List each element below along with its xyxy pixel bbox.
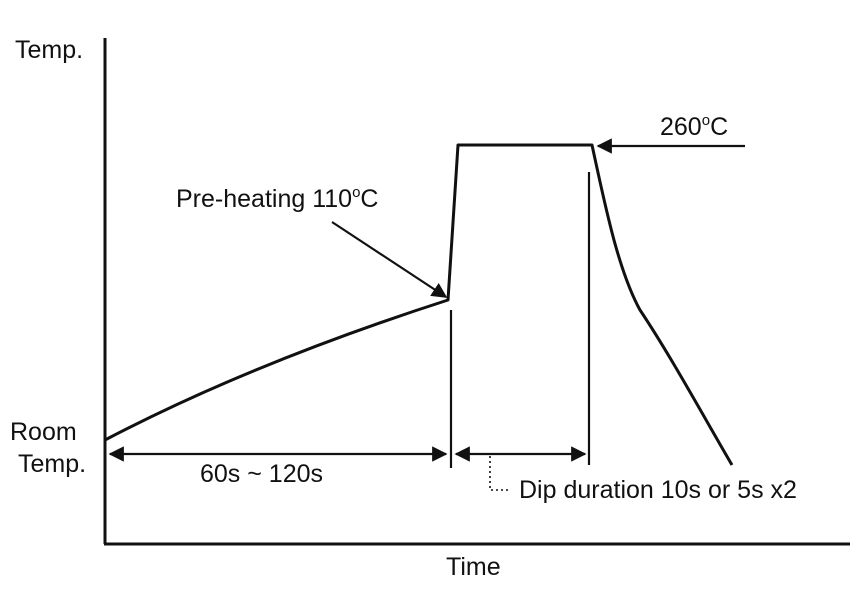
preheat-duration-label: 60s ~ 120s xyxy=(200,460,323,488)
room-temp-label-line1: Room xyxy=(10,418,77,446)
dip-duration-leader xyxy=(489,456,510,491)
peak-temp-label: 260oC xyxy=(660,112,728,141)
x-axis-label: Time xyxy=(446,553,501,581)
y-axis-label: Temp. xyxy=(15,36,83,64)
temperature-profile-curve xyxy=(104,143,734,466)
preheat-pointer-arrow xyxy=(331,221,448,298)
preheat-label: Pre-heating 110oC xyxy=(176,184,378,213)
dip-duration-label: Dip duration 10s or 5s x2 xyxy=(519,476,797,504)
room-temp-label-line2: Temp. xyxy=(18,450,86,478)
